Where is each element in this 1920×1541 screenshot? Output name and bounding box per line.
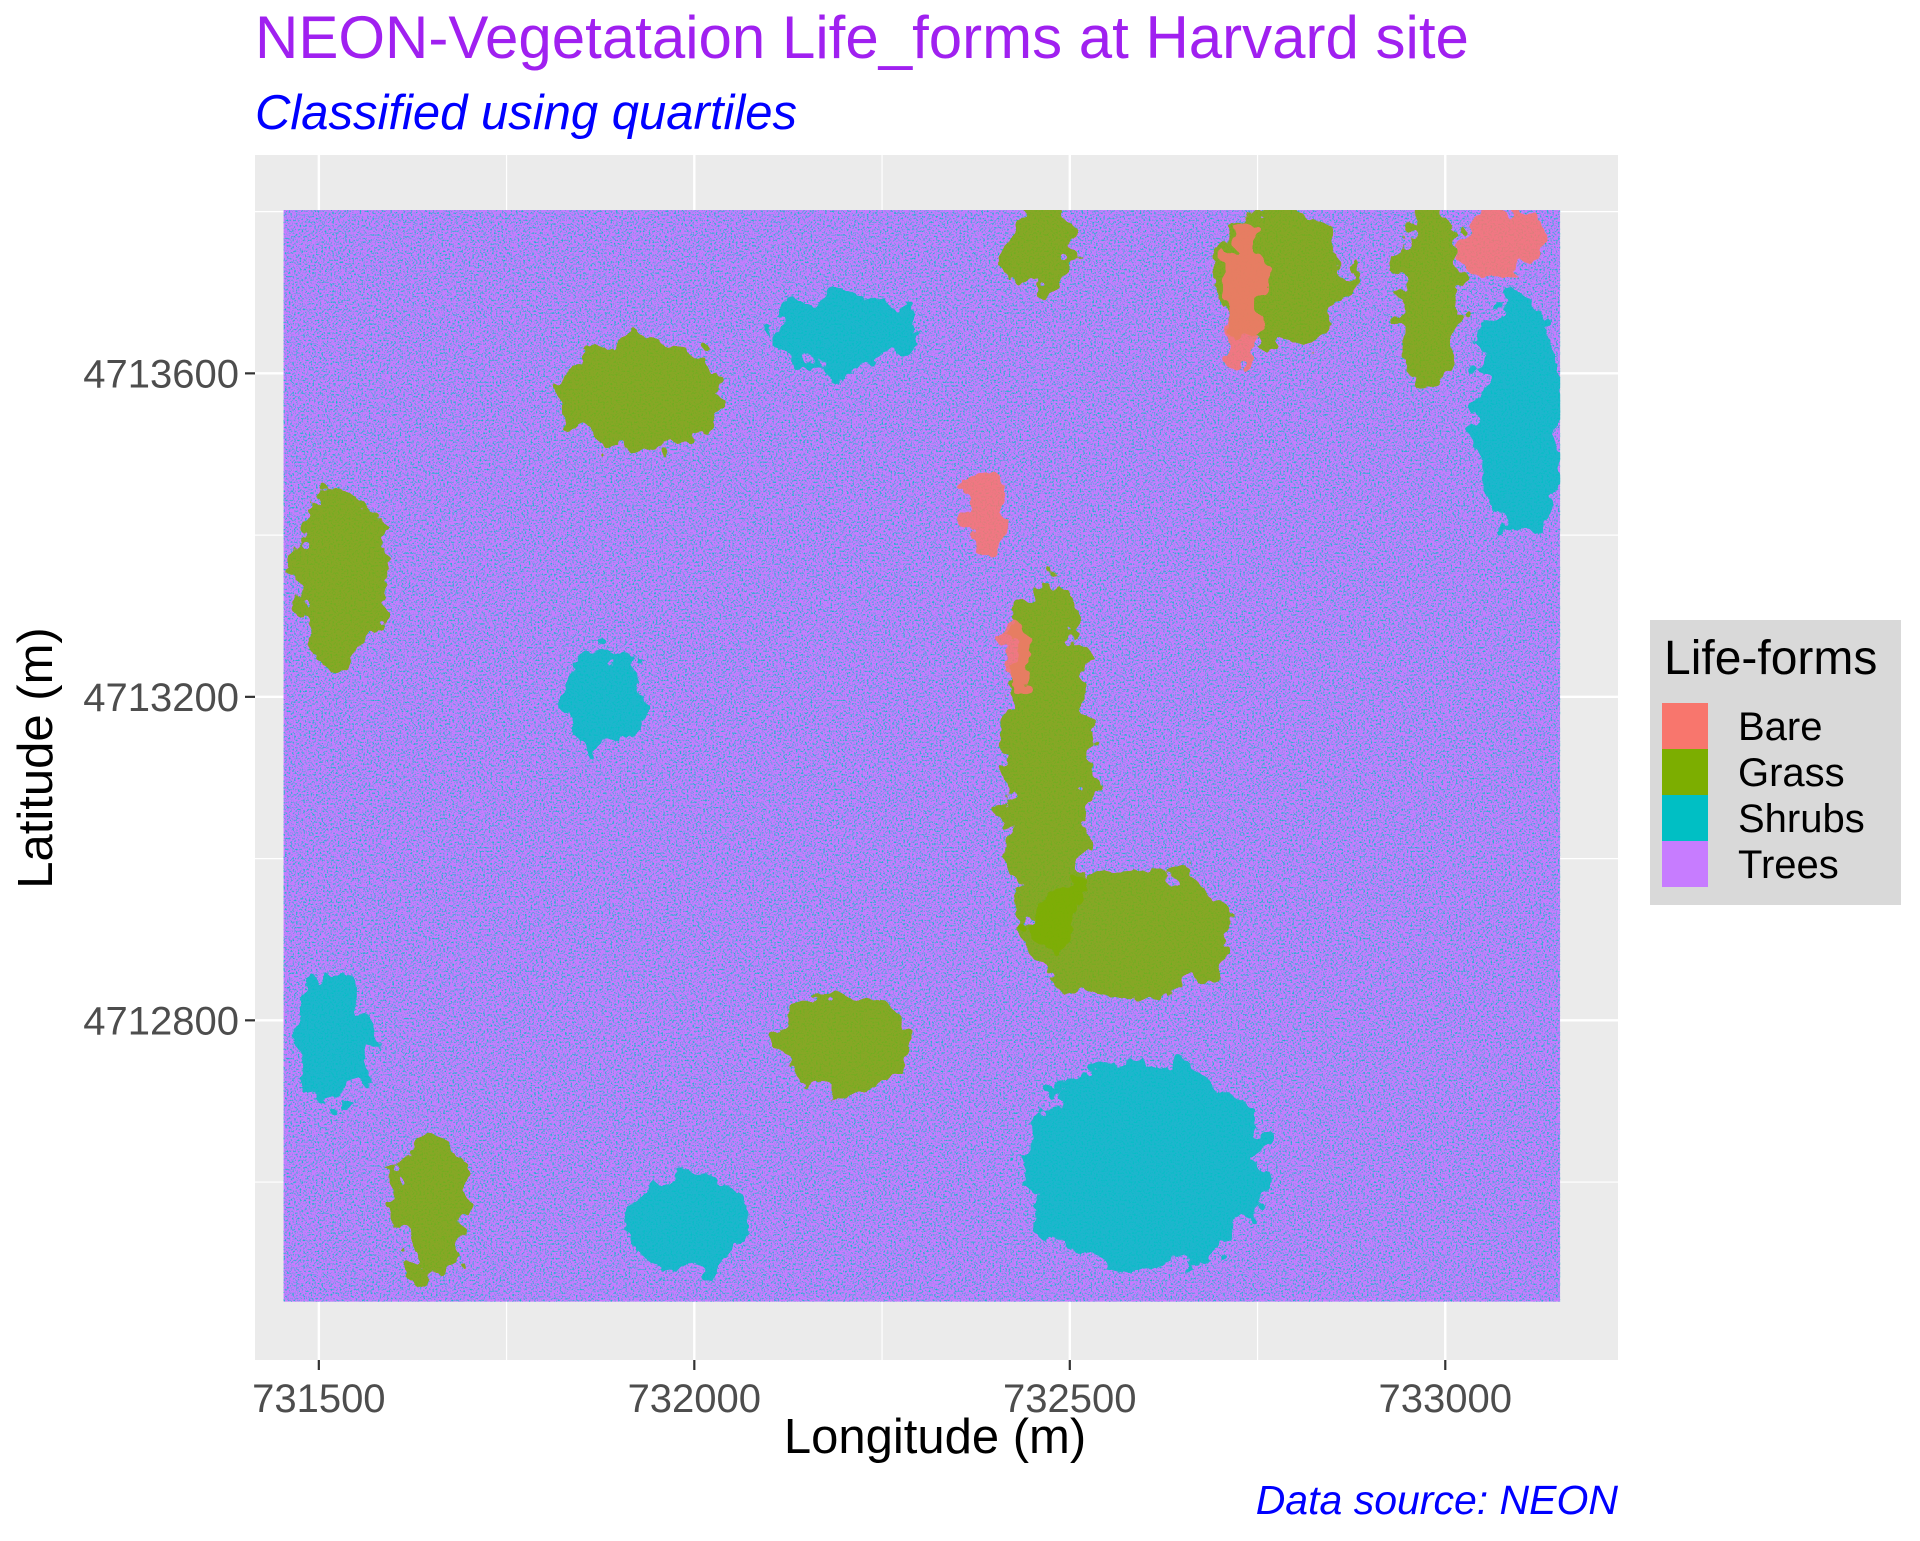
raster-patch-grass bbox=[393, 1133, 470, 1280]
x-axis-label: Longitude (m) bbox=[784, 1410, 1086, 1464]
raster-patch-shrubs bbox=[566, 648, 642, 746]
raster-patch-grass bbox=[776, 996, 913, 1094]
axis-ticks bbox=[245, 372, 1447, 1370]
legend-label-shrubs: Shrubs bbox=[1738, 797, 1865, 841]
chart-caption: Data source: NEON bbox=[1255, 1477, 1618, 1523]
y-axis-label: Latitude (m) bbox=[9, 627, 63, 888]
raster-patch-bare bbox=[1223, 219, 1262, 366]
raster-patch-bare bbox=[1002, 628, 1033, 685]
raster-patch-grass bbox=[1005, 209, 1074, 293]
legend-key-bare bbox=[1662, 703, 1708, 749]
legend-title: Life-forms bbox=[1664, 632, 1878, 685]
legend-label-trees: Trees bbox=[1738, 843, 1839, 887]
raster-patch-grass bbox=[1400, 209, 1461, 390]
y-tick-label: 4712800 bbox=[83, 999, 239, 1043]
legend-key-trees bbox=[1662, 841, 1708, 887]
x-tick-label: 732000 bbox=[628, 1377, 761, 1421]
raster-patch-shrubs bbox=[296, 971, 372, 1102]
y-tick-label: 4713200 bbox=[83, 676, 239, 720]
axis-tick-labels: 731500 732000 732500 733000 4712800 4713200 47… bbox=[83, 352, 1512, 1421]
chart-subtitle: Classified using quartiles bbox=[255, 86, 797, 140]
legend: Life-forms Bare Grass Shrubs Trees bbox=[1650, 620, 1901, 905]
raster-speckle bbox=[283, 209, 1561, 1302]
raster-patch-grass bbox=[296, 486, 387, 665]
chart-title: NEON-Vegetataion Life_forms at Harvard s… bbox=[255, 4, 1469, 71]
x-tick-label: 731500 bbox=[252, 1377, 385, 1421]
raster-patch-shrubs bbox=[1024, 1060, 1266, 1272]
raster-patch-bare bbox=[1456, 209, 1540, 281]
raster-patch-grass bbox=[559, 336, 725, 451]
raster-patch-shrubs bbox=[626, 1173, 747, 1272]
legend-label-grass: Grass bbox=[1738, 751, 1845, 795]
legend-label-bare: Bare bbox=[1738, 705, 1823, 749]
x-tick-label: 732500 bbox=[1003, 1377, 1136, 1421]
raster-layer bbox=[283, 209, 1561, 1302]
raster-patch-shrubs bbox=[776, 292, 913, 374]
legend-key-shrubs bbox=[1662, 795, 1708, 841]
y-tick-label: 4713600 bbox=[83, 352, 239, 396]
raster-patch-bare bbox=[964, 470, 1010, 552]
legend-key-grass bbox=[1662, 749, 1708, 795]
raster-patch-grass bbox=[1024, 866, 1236, 997]
raster-patch-shrubs bbox=[1475, 292, 1561, 536]
x-tick-label: 733000 bbox=[1379, 1377, 1512, 1421]
